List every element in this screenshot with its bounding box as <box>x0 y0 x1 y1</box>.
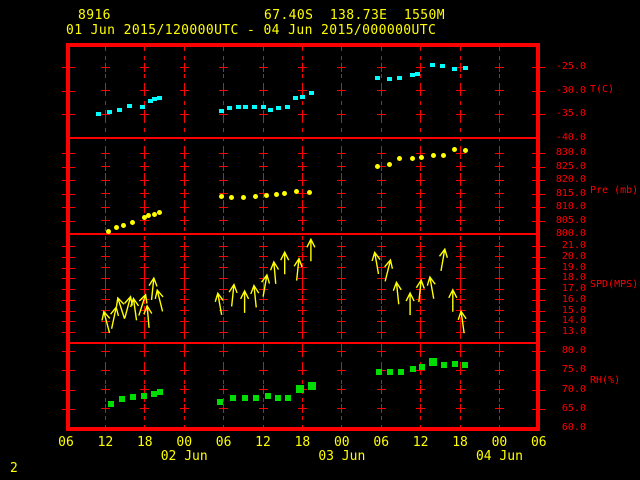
y-axis-tick-label: 15.0 <box>561 304 586 316</box>
y-axis-tick-label: 21.0 <box>561 240 586 251</box>
y-axis-tick-label: 830.0 <box>555 147 586 158</box>
x-axis-tick-label: 12 <box>97 435 114 450</box>
y-axis-tick-label: 800.0 <box>555 228 586 239</box>
station-location: 67.40S 138.73E 1550M <box>264 8 445 23</box>
y-axis-tick-label: -25.0 <box>555 61 586 72</box>
y-axis-tick-label: 75.0 <box>561 364 586 376</box>
y-axis-tick-label: -40.0 <box>555 131 586 143</box>
panel-unit-label: T(C) <box>590 84 615 95</box>
x-axis-tick-label: 06 <box>373 435 390 450</box>
x-axis-tick-label: 18 <box>452 435 468 450</box>
y-axis-tick-label: 19.0 <box>561 261 586 273</box>
y-axis-tick-label: 70.0 <box>561 383 586 395</box>
y-axis-tick-label: 18.0 <box>561 272 586 284</box>
y-axis-tick-label: 17.0 <box>561 283 586 294</box>
station-id: 8916 <box>78 8 111 23</box>
x-axis-tick-label: 06 <box>58 435 74 450</box>
y-axis-tick-label: 815.0 <box>555 187 586 199</box>
x-axis-tick-label: 18 <box>136 435 153 450</box>
y-axis-tick-label: 14.0 <box>561 315 586 327</box>
y-axis-tick-label: 805.0 <box>555 214 586 226</box>
y-axis-tick-label: 65.0 <box>561 402 586 414</box>
x-axis-tick-label: 00 <box>176 435 193 450</box>
y-axis-tick-label: 16.0 <box>561 293 586 305</box>
panel-unit-label: SPD(MPS) <box>590 279 639 290</box>
x-axis-day-label: 02 Jun <box>160 449 208 464</box>
x-axis-tick-label: 12 <box>255 435 271 450</box>
y-axis-tick-label: 810.0 <box>555 201 586 212</box>
x-axis-tick-label: 06 <box>215 435 232 450</box>
x-axis-tick-label: 00 <box>333 435 350 450</box>
x-axis-day-label: 03 Jun <box>318 449 366 464</box>
y-axis-tick-label: -30.0 <box>555 84 586 96</box>
x-axis-tick-label: 00 <box>491 435 508 450</box>
x-axis-tick-label: 06 <box>530 435 547 450</box>
page-number: 2 <box>10 461 19 476</box>
meteogram-plot <box>66 43 540 431</box>
y-axis-tick-label: 20.0 <box>561 250 586 262</box>
x-axis-tick-label: 18 <box>294 435 311 450</box>
x-axis-day-label: 04 Jun <box>475 449 523 464</box>
y-axis-tick-label: 825.0 <box>555 160 586 172</box>
y-axis-tick-label: 13.0 <box>561 326 586 337</box>
plot-period: 01 Jun 2015/120000UTC - 04 Jun 2015/0000… <box>66 23 437 38</box>
y-axis-tick-label: 60.0 <box>561 422 586 433</box>
y-axis-tick-label: 820.0 <box>555 174 586 185</box>
y-axis-tick-label: 80.0 <box>561 345 586 356</box>
panel-unit-label: RH(%) <box>590 375 621 386</box>
panel-unit-label: Pre (mb) <box>590 185 639 196</box>
x-axis-tick-label: 12 <box>412 435 429 450</box>
y-axis-tick-label: -35.0 <box>555 108 586 120</box>
